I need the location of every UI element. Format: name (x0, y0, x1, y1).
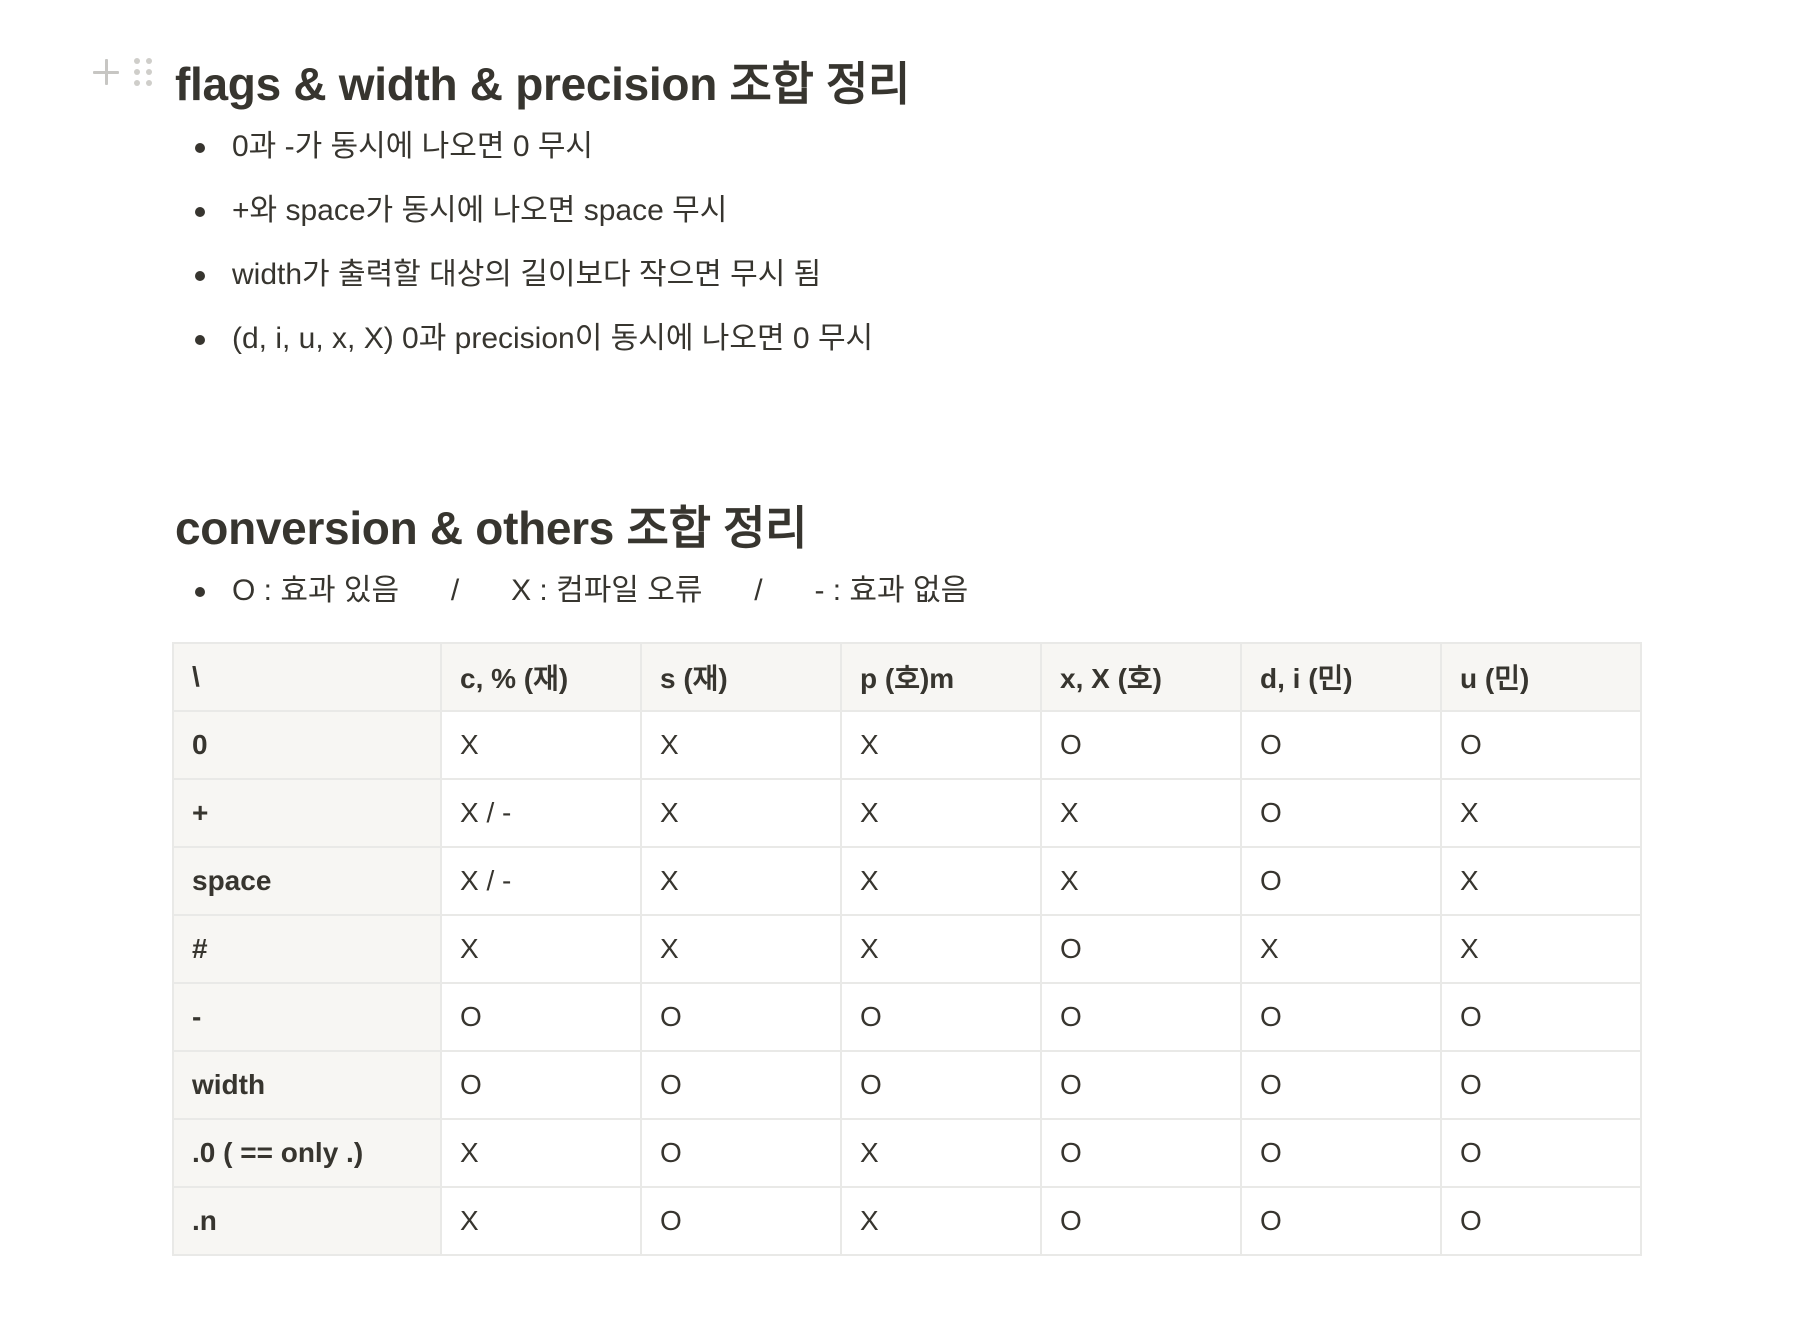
table-cell[interactable]: X (840, 846, 1042, 916)
table-cell[interactable]: X (840, 710, 1042, 780)
table-cell[interactable]: O (1440, 1050, 1642, 1120)
legend-separator: / (450, 574, 460, 607)
table-cell[interactable]: O (1440, 1118, 1642, 1188)
table-cell[interactable]: X (840, 778, 1042, 848)
table-header-cell[interactable]: u (민) (1440, 642, 1642, 712)
table-row-header[interactable]: space (172, 846, 442, 916)
table-row-header[interactable]: 0 (172, 710, 442, 780)
table-cell[interactable]: X (640, 914, 842, 984)
table-row-header[interactable]: - (172, 982, 442, 1052)
table-header-cell[interactable]: \ (172, 642, 442, 712)
table-cell[interactable]: O (1240, 778, 1442, 848)
table-header-cell[interactable]: p (호)m (840, 642, 1042, 712)
table-cell[interactable]: O (640, 982, 842, 1052)
table-cell[interactable]: X (1040, 846, 1242, 916)
table-row: + X / - X X X O X (172, 778, 1642, 848)
table-cell[interactable]: O (1440, 982, 1642, 1052)
table-row: - O O O O O O (172, 982, 1642, 1052)
table-cell[interactable]: X (440, 710, 642, 780)
table-cell[interactable]: X (1040, 778, 1242, 848)
table-cell[interactable]: O (1240, 710, 1442, 780)
legend-compile-error: X : 컴파일 오류 (511, 574, 703, 607)
table-header-cell[interactable]: c, % (재) (440, 642, 642, 712)
list-item: 0과 -가 동시에 나오면 0 무시 (192, 127, 1492, 167)
table-row: width O O O O O O (172, 1050, 1642, 1120)
table-row-header[interactable]: + (172, 778, 442, 848)
table-row-header[interactable]: .0 ( == only .) (172, 1118, 442, 1188)
table-header-cell[interactable]: x, X (호) (1040, 642, 1242, 712)
list-item: (d, i, u, x, X) 0과 precision이 동시에 나오면 0 … (192, 319, 1492, 359)
table-cell[interactable]: X (840, 1118, 1042, 1188)
heading-flags-width-precision: flags & width & precision 조합 정리 (175, 58, 911, 110)
table-cell[interactable]: O (1040, 982, 1242, 1052)
table-cell[interactable]: O (640, 1118, 842, 1188)
table-cell[interactable]: O (1240, 982, 1442, 1052)
table-cell[interactable]: X (440, 1118, 642, 1188)
table-cell[interactable]: X (1440, 914, 1642, 984)
legend-item: O : 효과 있음 / X : 컴파일 오류 / - : 효과 없음 (192, 571, 1492, 611)
table-cell[interactable]: O (1240, 1050, 1442, 1120)
table-row: .0 ( == only .) X O X O O O (172, 1118, 1642, 1188)
block-handle (92, 56, 154, 88)
table-cell[interactable]: O (840, 982, 1042, 1052)
table-cell[interactable]: O (1040, 1118, 1242, 1188)
table-row: space X / - X X X O X (172, 846, 1642, 916)
table-cell[interactable]: X / - (440, 778, 642, 848)
table-cell[interactable]: O (1040, 914, 1242, 984)
table-row: # X X X O X X (172, 914, 1642, 984)
table-cell[interactable]: X (840, 1186, 1042, 1256)
table-row: .n X O X O O O (172, 1186, 1642, 1256)
table-header-cell[interactable]: d, i (민) (1240, 642, 1442, 712)
table-cell[interactable]: X (640, 778, 842, 848)
table-cell[interactable]: O (440, 1050, 642, 1120)
table-cell[interactable]: O (1240, 1118, 1442, 1188)
table-cell[interactable]: O (1040, 710, 1242, 780)
list-item: +와 space가 동시에 나오면 space 무시 (192, 191, 1492, 231)
table-header-row: \ c, % (재) s (재) p (호)m x, X (호) d, i (민… (172, 642, 1642, 712)
table-cell[interactable]: O (640, 1050, 842, 1120)
table-row-header[interactable]: .n (172, 1186, 442, 1256)
table-cell[interactable]: O (1240, 1186, 1442, 1256)
table-cell[interactable]: X (440, 1186, 642, 1256)
table-cell[interactable]: X (1440, 778, 1642, 848)
table-cell[interactable]: O (840, 1050, 1042, 1120)
legend-effect: O : 효과 있음 (232, 574, 400, 607)
table-cell[interactable]: X (440, 914, 642, 984)
legend-separator: / (754, 574, 763, 607)
table-header-cell[interactable]: s (재) (640, 642, 842, 712)
table-cell[interactable]: X (1240, 914, 1442, 984)
list-item: width가 출력할 대상의 길이보다 작으면 무시 됨 (192, 255, 1492, 295)
table-row-header[interactable]: # (172, 914, 442, 984)
table-row-header[interactable]: width (172, 1050, 442, 1120)
drag-handle-icon[interactable] (134, 56, 154, 88)
table-cell[interactable]: O (640, 1186, 842, 1256)
table-cell[interactable]: O (1440, 1186, 1642, 1256)
table-cell[interactable]: O (1240, 846, 1442, 916)
table-cell[interactable]: O (1440, 710, 1642, 780)
table-cell[interactable]: O (1040, 1050, 1242, 1120)
table-cell[interactable]: O (1040, 1186, 1242, 1256)
plus-icon[interactable] (92, 58, 120, 86)
legend-bullet-list: O : 효과 있음 / X : 컴파일 오류 / - : 효과 없음 (192, 571, 1492, 635)
legend-no-effect: - : 효과 없음 (814, 574, 969, 607)
table-cell[interactable]: X (840, 914, 1042, 984)
table-cell[interactable]: X (1440, 846, 1642, 916)
combination-table: \ c, % (재) s (재) p (호)m x, X (호) d, i (민… (172, 642, 1642, 1256)
table-cell[interactable]: X (640, 710, 842, 780)
table-cell[interactable]: O (440, 982, 642, 1052)
table-cell[interactable]: X (640, 846, 842, 916)
heading-conversion-others: conversion & others 조합 정리 (175, 502, 808, 554)
table-row: 0 X X X O O O (172, 710, 1642, 780)
flags-bullet-list: 0과 -가 동시에 나오면 0 무시 +와 space가 동시에 나오면 spa… (192, 127, 1492, 383)
table-cell[interactable]: X / - (440, 846, 642, 916)
